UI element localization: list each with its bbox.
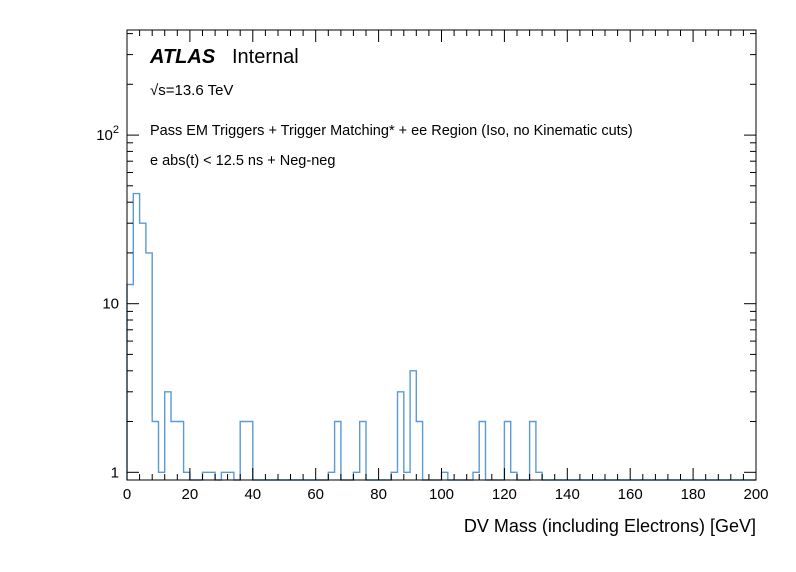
x-tick-label: 0 — [123, 486, 131, 503]
y-tick-label: 1 — [111, 464, 119, 481]
x-tick-label: 200 — [743, 486, 768, 503]
x-tick-label: 120 — [492, 486, 517, 503]
atlas-internal-label: Internal — [232, 46, 299, 68]
x-tick-label: 100 — [429, 486, 454, 503]
x-tick-label: 160 — [618, 486, 643, 503]
sqrt-s-label: √s=13.6 TeV — [150, 82, 233, 99]
x-tick-label: 40 — [244, 486, 261, 503]
timing-label: e abs(t) < 12.5 ns + Neg-neg — [150, 153, 335, 169]
x-tick-label: 20 — [182, 486, 199, 503]
x-tick-label: 60 — [307, 486, 324, 503]
x-tick-label: 180 — [681, 486, 706, 503]
atlas-label: ATLAS — [149, 46, 216, 68]
selection-label: Pass EM Triggers + Trigger Matching* + e… — [150, 123, 633, 139]
x-tick-label: 80 — [370, 486, 387, 503]
y-tick-label: 10 — [102, 296, 119, 313]
x-tick-label: 140 — [555, 486, 580, 503]
axes — [126, 29, 757, 481]
x-axis-title: DV Mass (including Electrons) [GeV] — [464, 516, 756, 536]
